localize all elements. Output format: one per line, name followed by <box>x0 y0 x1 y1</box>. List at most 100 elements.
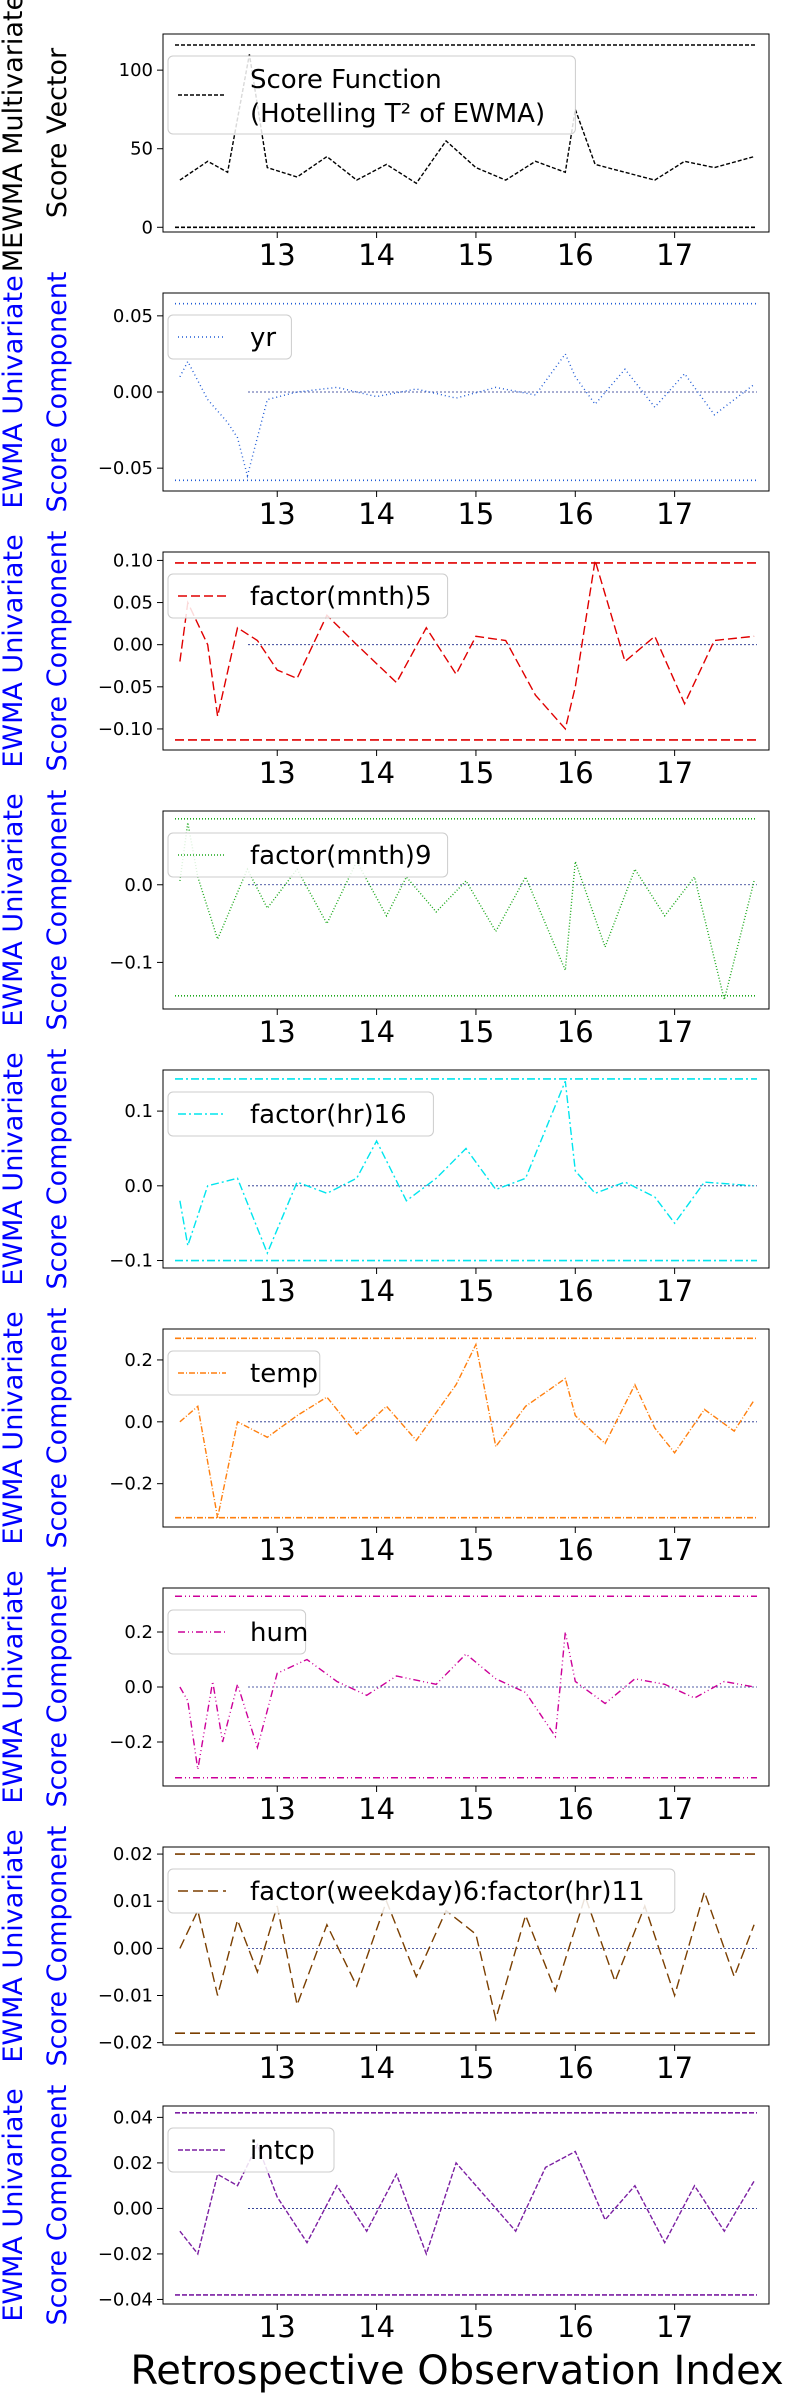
y-tick-label: 0.02 <box>113 2153 153 2174</box>
legend-label: factor(mnth)9 <box>250 841 431 871</box>
subplot-8: −0.02 −0.01 0.00 0.01 0.02 13 14 15 16 17 EWMA Uni… <box>0 1826 770 2085</box>
y-tick-label: 0.01 <box>113 1891 153 1912</box>
y-tick-label: 0.00 <box>113 2198 153 2219</box>
series-line <box>179 54 755 185</box>
series-line <box>179 1342 755 1518</box>
x-tick-label: 14 <box>358 2051 395 2085</box>
y-axis-label: Score Component <box>42 272 73 513</box>
legend-label: factor(weekday)6:factor(hr)11 <box>250 1877 645 1907</box>
legend-label: factor(mnth)5 <box>250 582 431 612</box>
x-tick-label: 15 <box>457 497 494 531</box>
legend-label: yr <box>250 323 276 353</box>
legend-box <box>167 1350 321 1396</box>
y-axis-label: Score Component <box>42 1826 73 2067</box>
y-tick-label: 0.0 <box>124 875 153 896</box>
x-tick-label: 17 <box>656 1533 693 1567</box>
y-tick-label: 0.00 <box>113 382 153 403</box>
x-tick-label: 14 <box>358 497 395 531</box>
x-tick-label: 13 <box>259 1015 296 1049</box>
y-axis-label: EWMA Univariate <box>0 1829 29 2062</box>
x-tick-label: 13 <box>259 1533 296 1567</box>
y-tick-label: −0.05 <box>98 458 153 479</box>
legend-label: (Hotelling T² of EWMA) <box>250 99 545 129</box>
y-tick-label: −0.1 <box>109 1251 153 1272</box>
legend-box <box>167 314 292 360</box>
x-tick-label: 14 <box>358 1792 395 1826</box>
x-tick-label: 17 <box>656 756 693 790</box>
y-tick-label: −0.04 <box>98 2289 153 2310</box>
series-line <box>179 1080 755 1255</box>
y-tick-label: 0.2 <box>124 1622 153 1643</box>
legend-label: hum <box>250 1618 308 1648</box>
legend-box <box>167 1091 434 1137</box>
y-tick-label: 0.00 <box>113 1938 153 1959</box>
x-tick-label: 13 <box>259 756 296 790</box>
x-tick-label: 13 <box>259 2051 296 2085</box>
y-axis-label: Score Vector <box>42 47 73 218</box>
x-tick-label: 15 <box>457 756 494 790</box>
y-axis-label: MEWMA Multivariate <box>0 0 29 272</box>
y-tick-label: 0.0 <box>124 1176 153 1197</box>
x-tick-label: 14 <box>358 1274 395 1308</box>
subplot-3: −0.10 −0.05 0.00 0.05 0.10 13 14 15 16 17 EWMA Uni… <box>0 531 770 790</box>
x-tick-label: 14 <box>358 238 395 272</box>
subplot-5: −0.1 0.0 0.1 13 14 15 16 17 EWMA Univariate Score… <box>0 1049 770 1308</box>
legend-box <box>167 832 449 878</box>
y-tick-label: 0.0 <box>124 1412 153 1433</box>
subplot-2: −0.05 0.00 0.05 13 14 15 16 17 EWMA Univariate Sc… <box>0 272 770 531</box>
y-axis-label: Score Component <box>42 531 73 772</box>
x-tick-label: 17 <box>656 2310 693 2344</box>
y-axis-label: Score Component <box>42 1567 73 1808</box>
y-axis-label: EWMA Univariate <box>0 534 29 767</box>
y-tick-label: −0.10 <box>98 719 153 740</box>
series-line <box>179 1631 755 1770</box>
legend-label: temp <box>250 1359 318 1389</box>
y-tick-label: 0.10 <box>113 550 153 571</box>
legend-box <box>167 1609 307 1655</box>
x-tick-label: 17 <box>656 1015 693 1049</box>
x-tick-label: 13 <box>259 2310 296 2344</box>
y-axis-label: Score Component <box>42 2085 73 2326</box>
x-tick-label: 16 <box>557 497 594 531</box>
legend-label: intcp <box>250 2136 315 2166</box>
y-tick-label: −0.02 <box>98 2244 153 2265</box>
x-tick-label: 14 <box>358 1533 395 1567</box>
y-tick-label: −0.01 <box>98 1986 153 2007</box>
y-tick-label: 0.0 <box>124 1677 153 1698</box>
y-axis-label: EWMA Univariate <box>0 1570 29 1803</box>
x-axis-label: Retrospective Observation Index <box>130 2348 783 2394</box>
y-tick-label: 0.05 <box>113 593 153 614</box>
x-tick-label: 16 <box>557 1533 594 1567</box>
x-tick-label: 14 <box>358 2310 395 2344</box>
y-axis-label: EWMA Univariate <box>0 275 29 508</box>
y-tick-label: 0.02 <box>113 1844 153 1865</box>
x-tick-label: 15 <box>457 2051 494 2085</box>
y-tick-label: −0.02 <box>98 2033 153 2054</box>
y-tick-label: 100 <box>119 60 153 81</box>
x-tick-label: 15 <box>457 1015 494 1049</box>
y-tick-label: −0.2 <box>109 1732 153 1753</box>
x-tick-label: 17 <box>656 497 693 531</box>
y-axis-label: EWMA Univariate <box>0 2088 29 2321</box>
x-tick-label: 17 <box>656 1792 693 1826</box>
y-axis-label: EWMA Univariate <box>0 1052 29 1285</box>
x-tick-label: 16 <box>557 1792 594 1826</box>
x-tick-label: 17 <box>656 238 693 272</box>
legend-box <box>167 2127 335 2173</box>
series-line <box>179 822 755 1000</box>
series-line <box>179 352 755 479</box>
x-tick-label: 16 <box>557 1015 594 1049</box>
y-tick-label: −0.05 <box>98 677 153 698</box>
x-tick-label: 17 <box>656 1274 693 1308</box>
panels: 0 50 100 13 14 15 16 17 MEWMA Multivariate Score … <box>0 0 770 2344</box>
legend-box <box>167 573 449 619</box>
x-tick-label: 14 <box>358 1015 395 1049</box>
subplot-7: −0.2 0.0 0.2 13 14 15 16 17 EWMA Univariate Score… <box>0 1567 770 1826</box>
subplot-6: −0.2 0.0 0.2 13 14 15 16 17 EWMA Univariate Score… <box>0 1308 770 1567</box>
y-axis-label: Score Component <box>42 1308 73 1549</box>
legend-box <box>167 55 576 135</box>
x-tick-label: 15 <box>457 1274 494 1308</box>
subplot-4: −0.1 0.0 13 14 15 16 17 EWMA Univariate Score Co… <box>0 790 770 1049</box>
legend-label: Score Function <box>250 65 442 95</box>
